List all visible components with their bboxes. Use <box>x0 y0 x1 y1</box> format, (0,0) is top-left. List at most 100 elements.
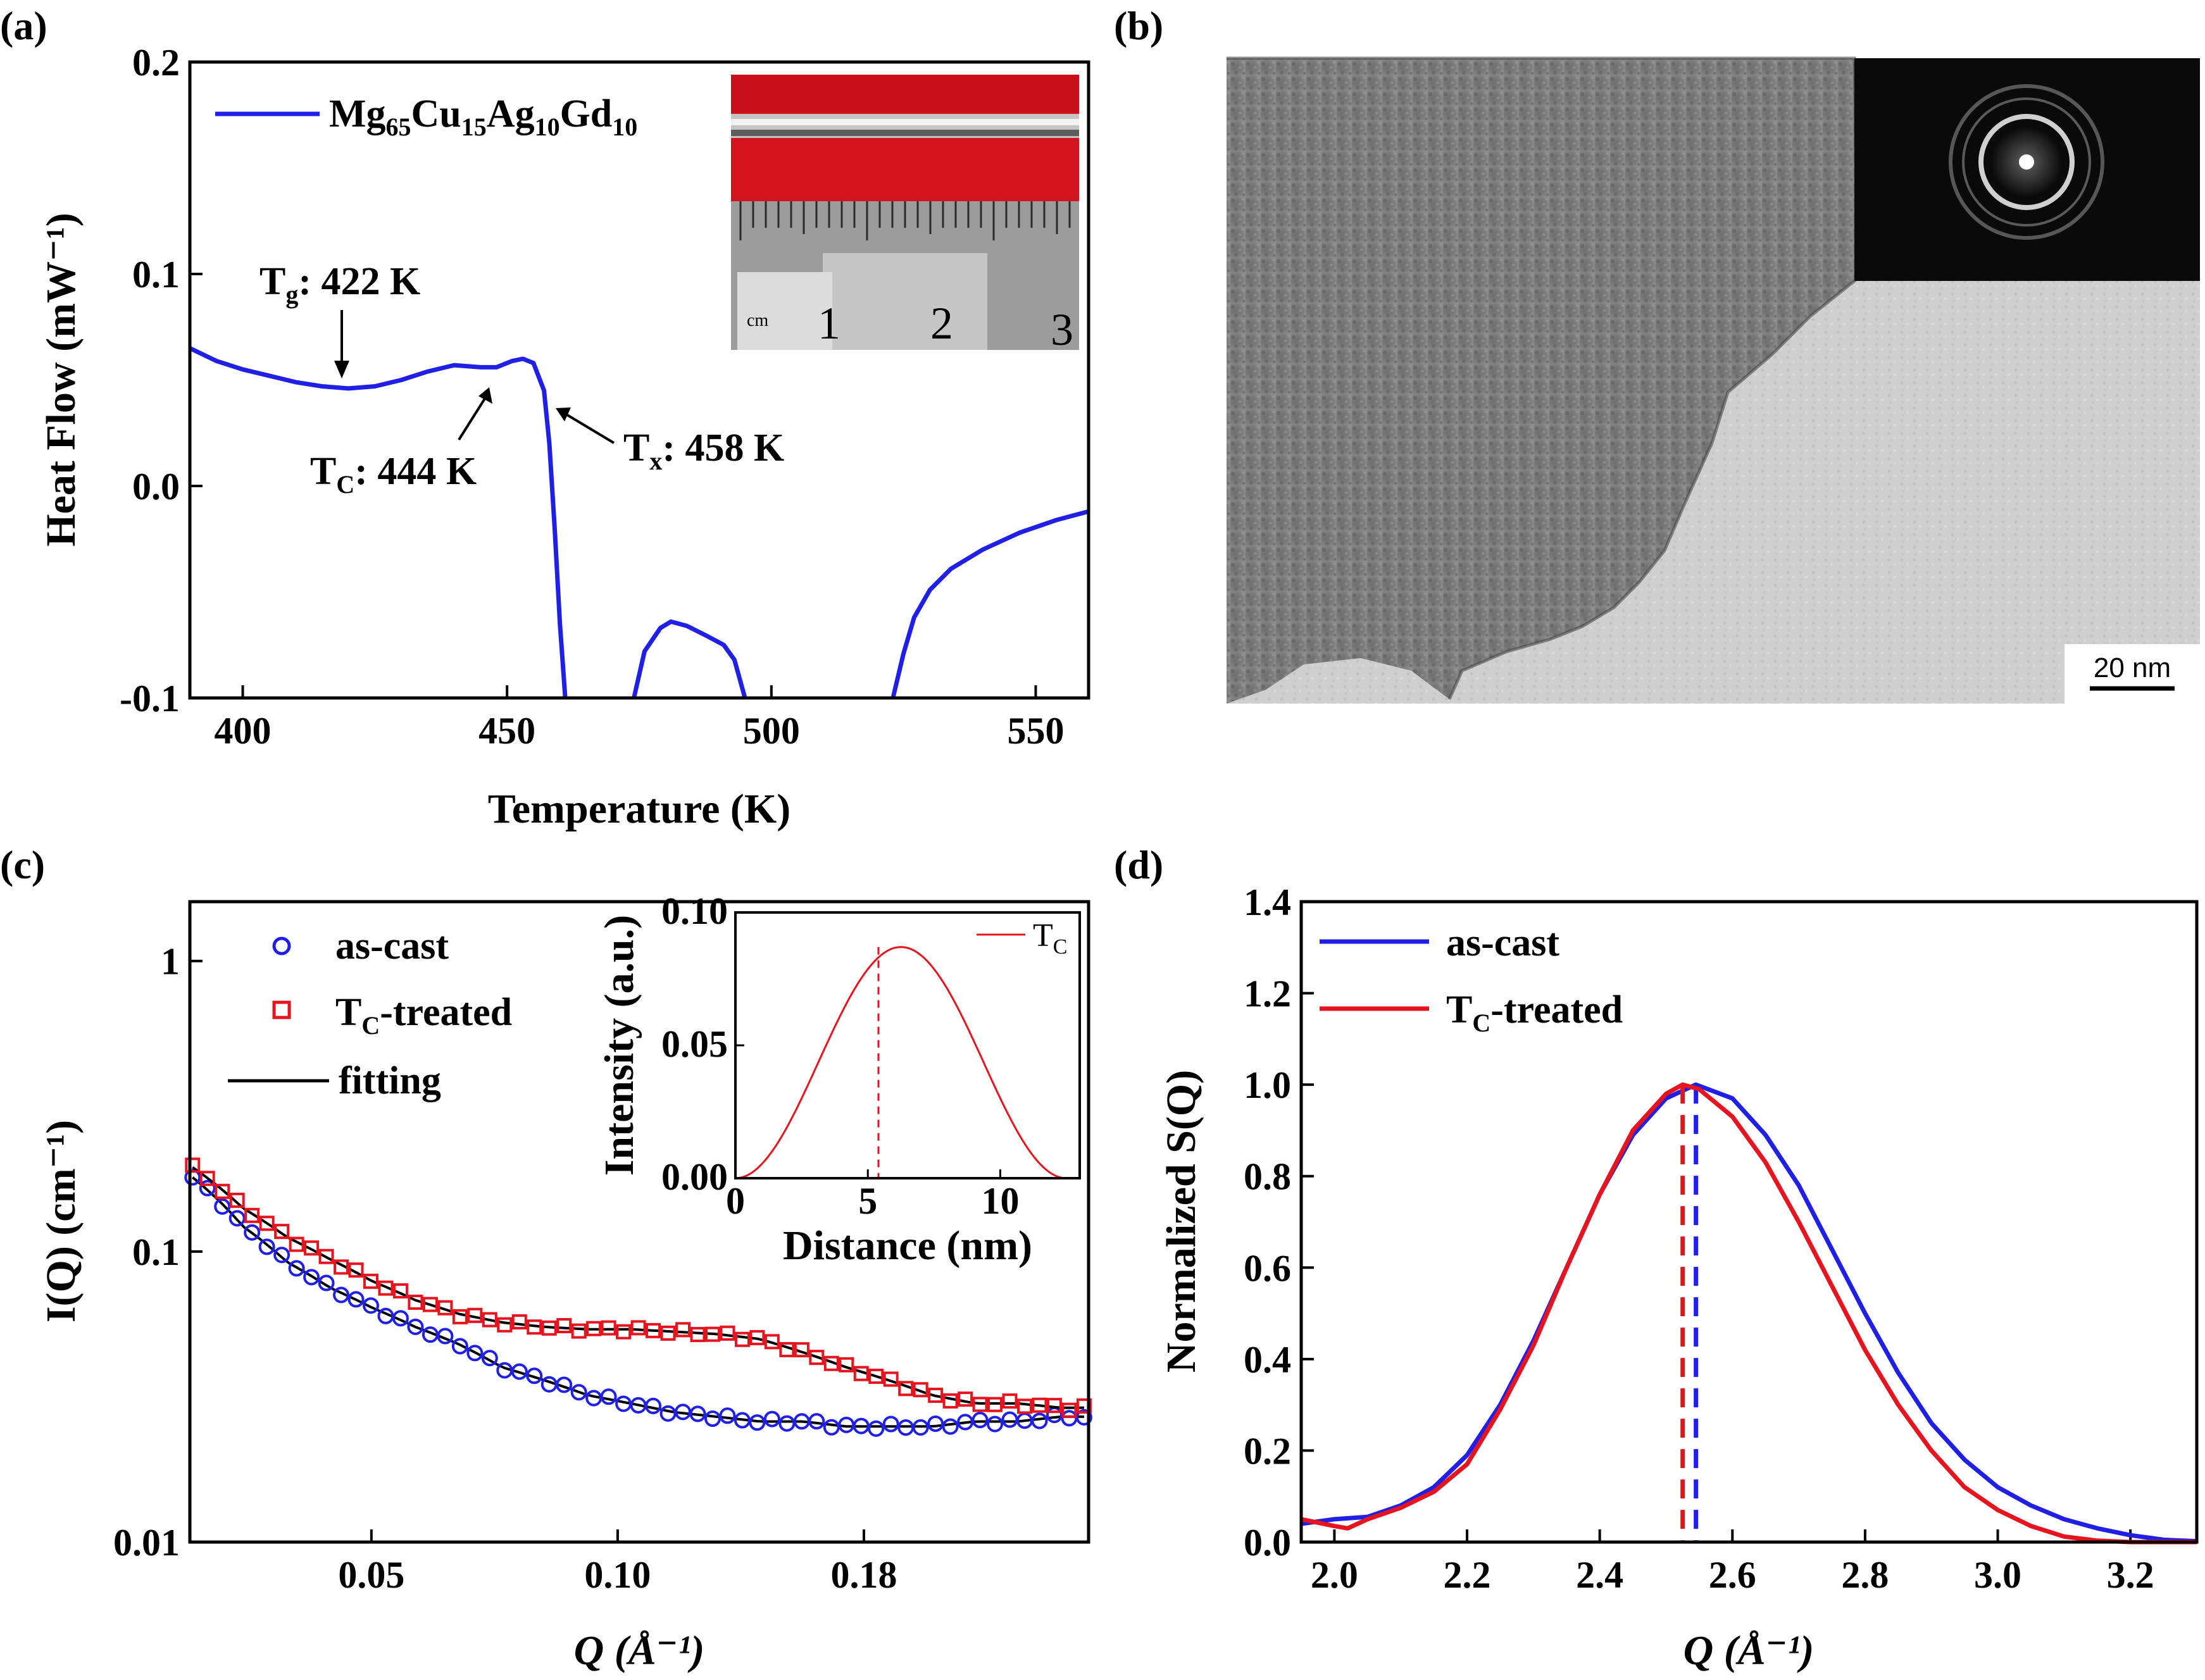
c-tc-point-50 <box>928 1388 944 1403</box>
d-series-line-1 <box>1301 1082 2197 1545</box>
c-tc-point-2 <box>215 1183 230 1199</box>
c-as-cast-point-2 <box>214 1198 231 1215</box>
legend-mg: Mg <box>329 92 386 135</box>
c-tc-point-53 <box>972 1397 988 1412</box>
c-tc-point-11 <box>348 1262 364 1278</box>
c-as-cast-point-57 <box>1031 1412 1048 1429</box>
d-ytick-label-7: 1.4 <box>1244 881 1291 923</box>
c-as-cast-point-5 <box>258 1238 275 1255</box>
panel-d-xlabel: Q (Å⁻¹) <box>1683 1627 1815 1674</box>
c-as-cast-point-36 <box>719 1407 736 1424</box>
c-as-cast-point-18 <box>451 1338 468 1355</box>
c-as-cast-point-10 <box>333 1286 350 1304</box>
c-as-cast-point-49 <box>912 1419 929 1436</box>
c-tc-point-60 <box>1076 1398 1092 1414</box>
panel-c-plot: 0.05 0.10 0.18 0.01 0.1 1 <box>113 941 1092 1596</box>
panel-c-inset: 0 5 10 0.00 0.05 0.10 <box>661 890 1067 1222</box>
c-tc-point-21 <box>497 1317 513 1333</box>
c-as-cast-point-23 <box>526 1367 543 1384</box>
c-as-cast-point-4 <box>244 1224 261 1241</box>
c-tc-point-32 <box>660 1325 676 1341</box>
panel-c: (c) 0.05 0.10 0.18 0.01 0.1 1 as-cast TC-trea… <box>0 842 1092 1674</box>
c-tc-point-5 <box>259 1216 275 1231</box>
legend-as-cast-label: as-cast <box>335 924 449 968</box>
d-series-line-0 <box>1301 1082 2197 1544</box>
inset-ytick-label-2: 0.10 <box>661 890 728 932</box>
c-tc-point-36 <box>720 1325 735 1341</box>
c-as-cast-point-32 <box>659 1405 677 1422</box>
c-as-cast-point-38 <box>749 1414 766 1431</box>
d-ytick-label-0: 0.0 <box>1244 1522 1291 1564</box>
c-tc-point-0 <box>185 1157 201 1173</box>
c-tc-point-29 <box>616 1324 632 1340</box>
c-as-cast-point-7 <box>288 1260 305 1277</box>
legend-tc-label: TC-treated <box>335 991 512 1040</box>
c-tc-point-37 <box>734 1331 750 1347</box>
panel-b-label: (b) <box>1114 3 1163 48</box>
panel-d: (d) 2.0 2.2 2.4 2.6 2.8 3.0 3.2 0.0 0.2 0.4 0.6 0.8… <box>1114 842 2199 1674</box>
c-tc-point-59 <box>1061 1402 1077 1418</box>
c-as-cast-point-40 <box>778 1415 796 1432</box>
d-xtick-label-1: 2.2 <box>1444 1554 1491 1596</box>
c-tc-point-41 <box>794 1342 809 1358</box>
c-tc-point-43 <box>823 1355 839 1371</box>
c-tc-point-26 <box>571 1323 587 1339</box>
c-as-cast-point-20 <box>481 1350 498 1367</box>
c-as-cast-point-53 <box>971 1412 989 1429</box>
ruler-1: 1 <box>818 298 840 349</box>
c-tc-point-55 <box>1002 1393 1018 1409</box>
c-tc-point-54 <box>987 1397 1003 1412</box>
inset-ylabel: Intensity (a.u.) <box>596 915 642 1176</box>
ruler-3: 3 <box>1051 304 1073 355</box>
panel-a-label: (a) <box>0 3 47 48</box>
c-as-cast-point-58 <box>1046 1407 1063 1424</box>
tem-image: 20 nm <box>1227 56 2200 704</box>
d-xtick-label-6: 3.2 <box>2107 1554 2154 1596</box>
c-tc-point-30 <box>630 1320 646 1336</box>
c-tc-point-9 <box>318 1248 334 1264</box>
scale-bar-label: 20 nm <box>2094 652 2171 683</box>
c-tc-point-33 <box>675 1322 691 1338</box>
panel-c-ylabel: I(Q) (cm⁻¹) <box>38 1120 84 1322</box>
d-xtick-label-0: 2.0 <box>1311 1554 1358 1596</box>
c-as-cast-point-17 <box>437 1328 454 1345</box>
c-xtick-label-0: 0.05 <box>338 1554 404 1596</box>
c-as-cast-point-28 <box>600 1388 617 1405</box>
c-fit-line-1 <box>192 1166 1084 1409</box>
legend-sub-1: 15 <box>461 113 487 141</box>
c-as-cast-point-11 <box>347 1291 365 1308</box>
c-tc-point-22 <box>511 1314 527 1330</box>
a-xtick-label-1: 450 <box>478 710 535 752</box>
c-as-cast-point-60 <box>1075 1409 1092 1426</box>
arrow-tc-head <box>478 387 492 404</box>
arrow-tc <box>458 397 486 441</box>
annotation-tx: Tx: 458 K <box>623 426 784 475</box>
legend-gd: Gd <box>560 92 613 135</box>
ruler-unit: cm <box>747 311 768 330</box>
arrow-tx <box>565 413 615 444</box>
c-tc-point-13 <box>378 1280 394 1296</box>
panel-a-xlabel: Temperature (K) <box>488 786 790 832</box>
c-tc-point-28 <box>601 1320 616 1336</box>
c-tc-point-18 <box>452 1309 468 1324</box>
c-tc-point-38 <box>749 1329 765 1345</box>
a-ytick-label-1: 0.0 <box>132 466 180 507</box>
c-as-cast-point-55 <box>1001 1411 1018 1428</box>
c-tc-point-58 <box>1046 1398 1062 1414</box>
c-as-cast-point-8 <box>303 1269 320 1286</box>
c-tc-point-35 <box>704 1326 720 1342</box>
panel-c-inset-frame <box>734 911 1081 1179</box>
c-as-cast-point-14 <box>392 1310 409 1327</box>
c-tc-point-42 <box>809 1350 825 1366</box>
c-xtick-label-1: 0.10 <box>584 1554 651 1596</box>
c-tc-point-49 <box>913 1382 928 1398</box>
c-as-cast-point-59 <box>1061 1410 1078 1427</box>
c-as-cast-point-22 <box>511 1363 528 1380</box>
panel-d-frame <box>1299 900 2199 1544</box>
c-tc-point-31 <box>646 1322 661 1338</box>
c-xtick-label-2: 0.18 <box>831 1554 897 1596</box>
d-ytick-label-4: 0.8 <box>1244 1156 1291 1198</box>
c-fit-line-0 <box>192 1176 1084 1428</box>
c-tc-point-10 <box>334 1259 349 1275</box>
a-series-segment-1 <box>632 619 747 699</box>
